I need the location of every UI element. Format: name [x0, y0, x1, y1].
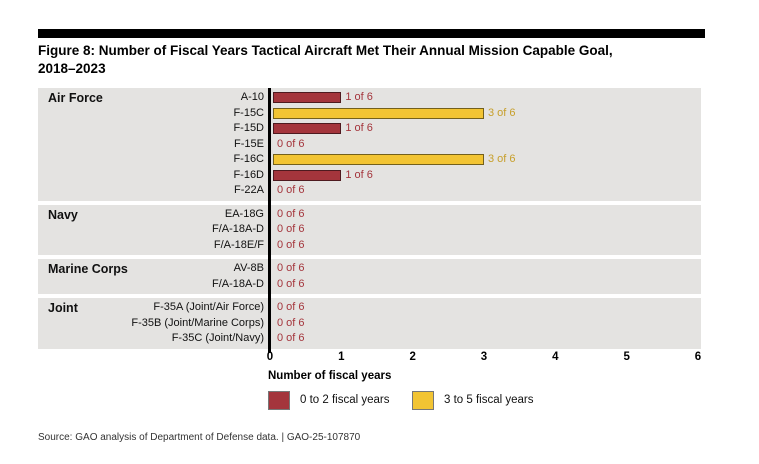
bar-area: 0 of 6	[270, 277, 701, 293]
aircraft-label: F/A-18A-D	[212, 277, 264, 290]
group-band-joint: Joint F-35A (Joint/Air Force) 0 of 6 F-35B …	[38, 298, 701, 349]
bar-value-label: 1 of 6	[345, 122, 373, 134]
aircraft-label: F-35C (Joint/Navy)	[171, 332, 264, 344]
bar-area: 3 of 6	[270, 152, 701, 168]
legend-swatch	[412, 391, 434, 410]
aircraft-label: EA-18G	[224, 207, 264, 220]
chart-row: F-15D 1 of 6	[38, 121, 701, 137]
aircraft-label: F-16D	[233, 168, 264, 181]
bar-area: 0 of 6	[270, 261, 701, 277]
chart-row: F-35B (Joint/Marine Corps) 0 of 6	[38, 316, 701, 332]
chart-row: F/A-18A-D 0 of 6	[38, 222, 701, 238]
chart-row: AV-8B 0 of 6	[38, 261, 701, 277]
legend-swatch	[268, 391, 290, 410]
bar-value-label: 0 of 6	[277, 137, 305, 150]
x-axis-label: Number of fiscal years	[268, 370, 392, 382]
group-band-navy: Navy EA-18G 0 of 6 F/A-18A-D 0 of 6 F/A-18E/F…	[38, 204, 701, 255]
chart-row: F/A-18E/F 0 of 6	[38, 238, 701, 254]
bar-value-label: 0 of 6	[277, 238, 305, 251]
bar-value-label: 1 of 6	[345, 91, 373, 103]
bar-area: 0 of 6	[270, 222, 701, 238]
bar-value-label: 0 of 6	[277, 332, 305, 344]
bar-area: 0 of 6	[270, 207, 701, 223]
bar-value-label: 0 of 6	[277, 301, 305, 313]
chart-row: F-15C 3 of 6	[38, 106, 701, 122]
group-label: Marine Corps	[48, 262, 128, 276]
aircraft-label: F-35B (Joint/Marine Corps)	[131, 316, 264, 329]
source-note: Source: GAO analysis of Department of De…	[38, 432, 361, 443]
bar	[273, 154, 484, 166]
bar	[273, 169, 342, 181]
x-tick: 0	[266, 351, 274, 363]
x-tick: 2	[409, 351, 416, 363]
bar-area: 0 of 6	[270, 316, 701, 332]
group-label: Air Force	[48, 91, 103, 105]
chart-row: F-15E 0 of 6	[38, 137, 701, 153]
top-rule	[38, 29, 705, 38]
legend-item: 0 to 2 fiscal years	[268, 390, 389, 411]
bar-area: 0 of 6	[270, 300, 701, 316]
x-tick: 3	[480, 351, 488, 363]
aircraft-label: F/A-18E/F	[213, 238, 264, 251]
bar-value-label: 0 of 6	[277, 223, 305, 235]
legend: 0 to 2 fiscal years 3 to 5 fiscal years	[38, 390, 701, 412]
aircraft-label: F/A-18A-D	[212, 223, 264, 235]
aircraft-label: AV-8B	[233, 262, 264, 274]
bar-area: 0 of 6	[270, 137, 701, 153]
x-tick: 6	[694, 351, 702, 363]
aircraft-label: F-35A (Joint/Air Force)	[153, 301, 264, 313]
chart-row: F-35C (Joint/Navy) 0 of 6	[38, 331, 701, 347]
chart-row: A-10 1 of 6	[38, 90, 701, 106]
group-band-marine-corps: Marine Corps AV-8B 0 of 6 F/A-18A-D 0 of 6	[38, 259, 701, 294]
bar-area: 0 of 6	[270, 331, 701, 347]
legend-item: 3 to 5 fiscal years	[412, 390, 533, 411]
legend-label: 3 to 5 fiscal years	[444, 394, 534, 406]
bar-area: 1 of 6	[270, 90, 701, 106]
group-band-air-force: Air Force A-10 1 of 6 F-15C 3 of 6 F-15D 1 of …	[38, 88, 701, 201]
group-label: Joint	[48, 301, 78, 315]
bar	[273, 123, 342, 135]
figure-title: Figure 8: Number of Fiscal Years Tactica…	[38, 43, 613, 76]
group-label: Navy	[48, 207, 78, 222]
aircraft-label: F-15E	[234, 137, 264, 150]
bar-area: 1 of 6	[270, 121, 701, 137]
bar-value-label: 0 of 6	[277, 262, 305, 274]
x-axis-ticks: 0 1 2 3 4 5 6	[38, 351, 701, 365]
aircraft-label: F-16C	[233, 153, 264, 165]
x-tick: 1	[338, 351, 345, 363]
bar-value-label: 1 of 6	[345, 168, 373, 181]
bar-value-label: 0 of 6	[277, 277, 305, 290]
bar-value-label: 3 of 6	[488, 153, 516, 165]
aircraft-label: F-22A	[234, 184, 264, 196]
bar-area: 0 of 6	[270, 238, 701, 254]
chart-row: EA-18G 0 of 6	[38, 207, 701, 223]
aircraft-label: F-15D	[233, 122, 264, 134]
chart-row: F-16C 3 of 6	[38, 152, 701, 168]
y-axis-line	[268, 88, 271, 353]
x-tick: 5	[623, 351, 630, 363]
bar	[273, 92, 342, 104]
bar-value-label: 3 of 6	[488, 106, 516, 119]
aircraft-label: F-15C	[233, 106, 264, 119]
chart-row: F-22A 0 of 6	[38, 183, 701, 199]
bar-area: 0 of 6	[270, 183, 701, 199]
chart-row: F-35A (Joint/Air Force) 0 of 6	[38, 300, 701, 316]
bar-value-label: 0 of 6	[277, 184, 305, 196]
bar	[273, 107, 484, 119]
aircraft-label: A-10	[240, 91, 264, 103]
bar-area: 1 of 6	[270, 168, 701, 184]
bar-value-label: 0 of 6	[277, 207, 305, 220]
x-tick: 4	[552, 351, 559, 363]
bar-chart: Air Force A-10 1 of 6 F-15C 3 of 6 F-15D 1 of …	[38, 88, 701, 353]
legend-label: 0 to 2 fiscal years	[300, 394, 390, 406]
chart-row: F-16D 1 of 6	[38, 168, 701, 184]
bar-area: 3 of 6	[270, 106, 701, 122]
chart-row: F/A-18A-D 0 of 6	[38, 277, 701, 293]
bar-value-label: 0 of 6	[277, 316, 305, 329]
